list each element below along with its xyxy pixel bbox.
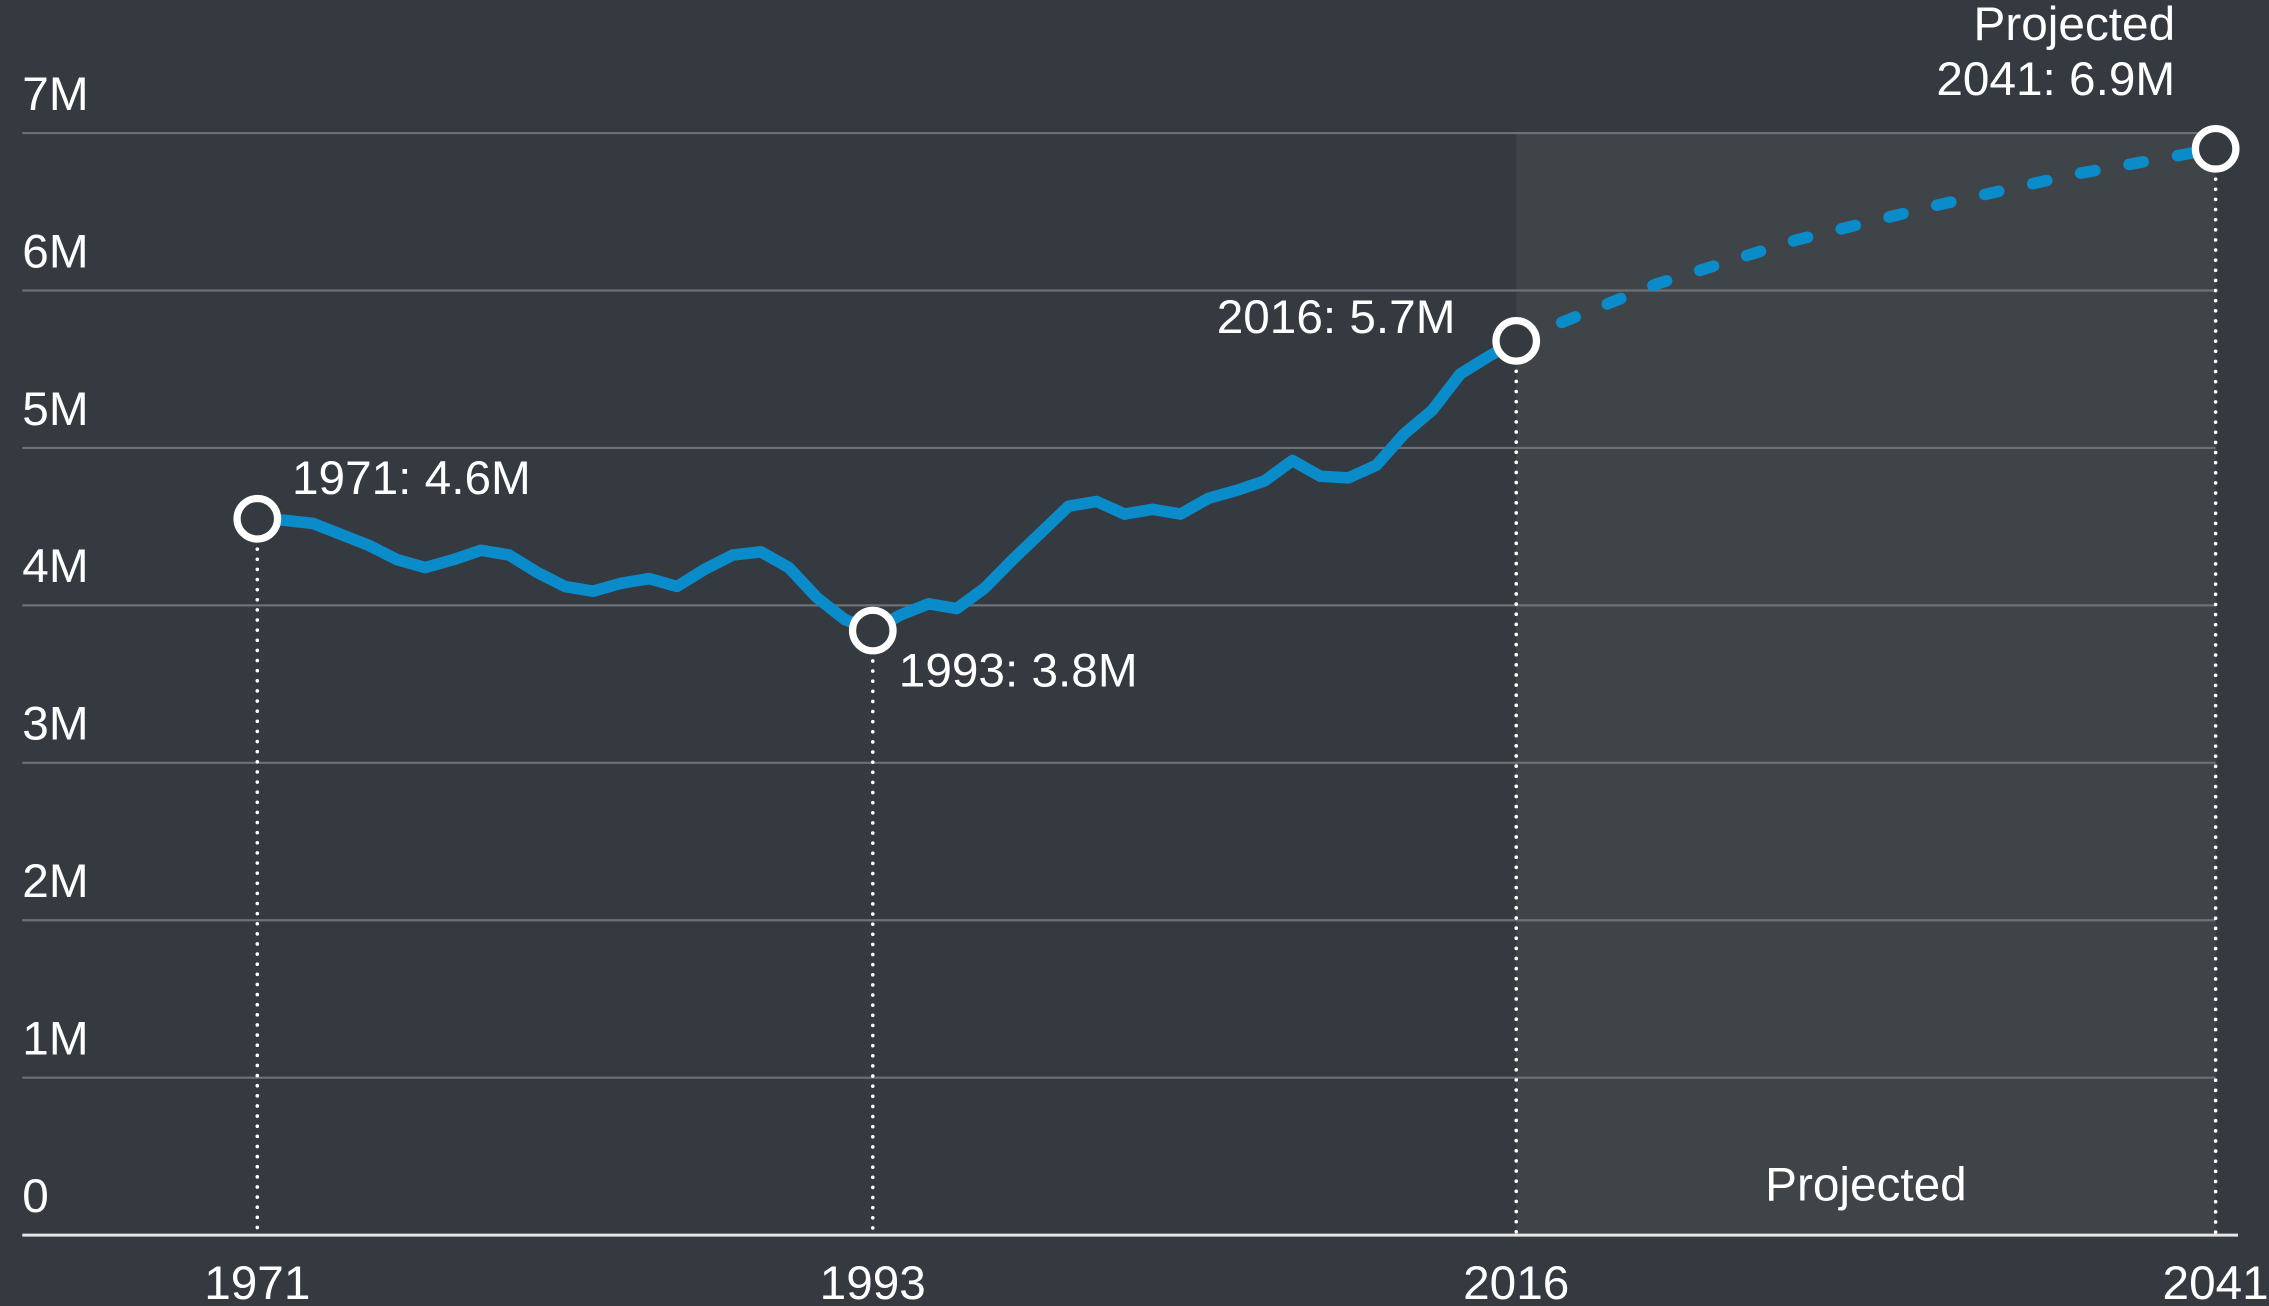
y-tick-label: 1M (22, 1013, 88, 1066)
x-tick-label: 1993 (820, 1257, 926, 1306)
y-tick-label: 7M (22, 68, 88, 121)
y-tick-label: 6M (22, 225, 88, 278)
x-tick-label: 2041 (2163, 1257, 2269, 1306)
annotation-label: Projected (1974, 0, 2176, 51)
annotation-point (1492, 317, 1541, 365)
annotation-label: 2016: 5.7M (1217, 291, 1456, 344)
x-tick-label: 1971 (204, 1257, 310, 1306)
projected-label: Projected (1765, 1158, 1967, 1211)
annotation-label: 2041: 6.9M (1936, 53, 2175, 106)
y-tick-label: 3M (22, 698, 88, 751)
series-line (1510, 143, 2222, 347)
y-tick-label: 0 (22, 1170, 49, 1223)
y-tick-label: 4M (22, 540, 88, 593)
annotation-label: 1993: 3.8M (899, 645, 1138, 698)
x-tick-label: 2016 (1463, 1257, 1569, 1306)
annotation-label: 1971: 4.6M (292, 452, 531, 505)
annotation-point (848, 606, 897, 655)
y-tick-label: 2M (22, 855, 88, 908)
y-tick-label: 5M (22, 383, 88, 436)
projected-region (1516, 133, 2216, 1236)
annotation-point (2191, 124, 2240, 173)
annotation-point (233, 494, 282, 543)
